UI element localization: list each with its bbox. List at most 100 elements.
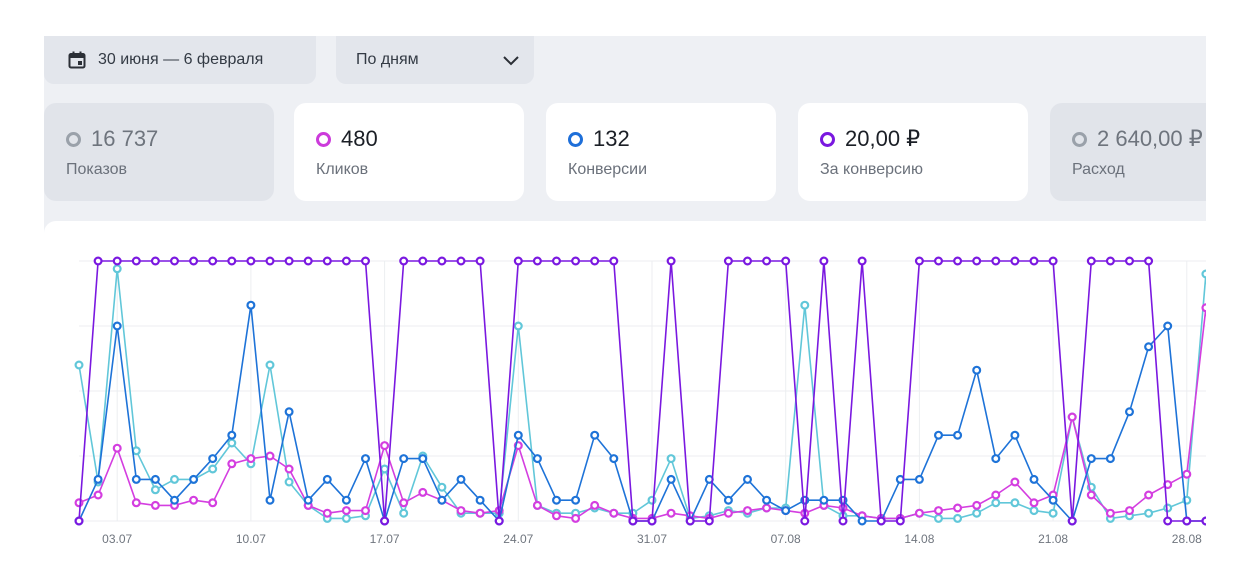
- x-tick-label: 31.07: [637, 532, 667, 546]
- data-point-0-0: [74, 360, 84, 370]
- metric-tile-spend[interactable]: 2 640,00 ₽ Расход: [1050, 103, 1206, 201]
- metric-dot-icon: [66, 131, 81, 147]
- data-point-1-56: [1144, 490, 1154, 500]
- grouping-select[interactable]: По дням: [336, 36, 534, 84]
- data-point-2-45: [933, 430, 943, 440]
- data-point-0-5: [169, 474, 179, 484]
- data-point-3-48: [991, 256, 1001, 266]
- x-tick-label: 14.08: [904, 532, 934, 546]
- data-point-3-33: [704, 516, 714, 526]
- data-point-2-27: [590, 430, 600, 440]
- data-point-2-8: [227, 430, 237, 440]
- data-point-1-27: [590, 500, 600, 510]
- data-point-1-46: [953, 503, 963, 513]
- data-point-1-18: [418, 487, 428, 497]
- data-point-2-7: [208, 454, 218, 464]
- x-tick-label: 17.07: [370, 532, 400, 546]
- data-point-1-58: [1182, 469, 1192, 479]
- data-point-0-49: [1010, 498, 1020, 508]
- data-point-0-46: [953, 513, 963, 523]
- data-point-3-30: [647, 516, 657, 526]
- data-point-3-59: [1201, 516, 1206, 526]
- data-point-1-2: [112, 443, 122, 453]
- x-tick-label: 07.08: [771, 532, 801, 546]
- data-point-3-20: [456, 256, 466, 266]
- data-point-3-57: [1163, 516, 1173, 526]
- x-tick-label: 03.07: [102, 532, 132, 546]
- data-point-3-39: [819, 256, 829, 266]
- data-point-3-40: [838, 516, 848, 526]
- data-point-3-25: [552, 256, 562, 266]
- data-point-2-41: [857, 516, 867, 526]
- data-point-3-46: [953, 256, 963, 266]
- data-point-3-56: [1144, 256, 1154, 266]
- data-point-2-34: [723, 495, 733, 505]
- data-point-2-3: [131, 474, 141, 484]
- data-point-3-2: [112, 256, 122, 266]
- metric-tile-conversions[interactable]: 132 Конверсии: [546, 103, 776, 201]
- date-range-label: 30 июня — 6 февраля: [98, 51, 264, 68]
- data-point-1-10: [265, 451, 275, 461]
- x-tick-label: 21.08: [1038, 532, 1068, 546]
- data-point-2-10: [265, 495, 275, 505]
- data-point-0-45: [933, 513, 943, 523]
- data-point-0-4: [150, 485, 160, 495]
- data-point-3-37: [781, 256, 791, 266]
- data-point-3-1: [93, 256, 103, 266]
- grouping-label: По дням: [356, 51, 419, 68]
- data-point-3-26: [571, 256, 581, 266]
- data-point-3-50: [1029, 256, 1039, 266]
- metric-tile-impressions[interactable]: 16 737 Показов: [44, 103, 274, 201]
- line-chart: 03.07 10.07 17.07 24.07 31.07 07.08 14.08 21.08…: [74, 256, 1206, 546]
- data-point-3-58: [1182, 516, 1192, 526]
- metric-value: 132: [593, 126, 630, 151]
- data-point-3-24: [532, 256, 542, 266]
- data-point-3-6: [189, 256, 199, 266]
- data-point-2-21: [475, 495, 485, 505]
- data-point-0-7: [208, 464, 218, 474]
- chart-card: 03.07 10.07 17.07 24.07 31.07 07.08 14.08 21.08…: [44, 221, 1206, 572]
- data-point-1-50: [1029, 498, 1039, 508]
- data-point-3-38: [800, 516, 810, 526]
- data-point-3-5: [169, 256, 179, 266]
- data-point-1-47: [972, 500, 982, 510]
- data-point-1-52: [1067, 412, 1077, 422]
- chevron-down-icon: [502, 54, 520, 66]
- data-point-2-44: [914, 474, 924, 484]
- data-point-1-36: [762, 503, 772, 513]
- data-point-3-27: [590, 256, 600, 266]
- metric-tile-clicks[interactable]: 480 Кликов: [294, 103, 524, 201]
- data-point-3-23: [513, 256, 523, 266]
- metric-tile-cost-per-conversion[interactable]: 20,00 ₽ За конверсию: [798, 103, 1028, 201]
- data-point-3-41: [857, 256, 867, 266]
- series-line-2: [78, 304, 1206, 522]
- data-point-3-13: [322, 256, 332, 266]
- data-point-3-9: [246, 256, 256, 266]
- data-point-1-55: [1124, 506, 1134, 516]
- data-point-1-28: [609, 508, 619, 518]
- data-point-3-28: [609, 256, 619, 266]
- calendar-icon: [68, 51, 86, 69]
- data-point-1-15: [361, 506, 371, 516]
- data-point-3-42: [876, 516, 886, 526]
- data-point-0-8: [227, 438, 237, 448]
- data-point-3-10: [265, 256, 275, 266]
- data-point-2-15: [361, 454, 371, 464]
- data-point-2-17: [399, 454, 409, 464]
- data-point-2-6: [189, 474, 199, 484]
- data-point-1-11: [284, 464, 294, 474]
- data-point-1-49: [1010, 477, 1020, 487]
- data-point-2-49: [1010, 430, 1020, 440]
- metric-label: Кликов: [316, 161, 369, 178]
- data-point-3-34: [723, 256, 733, 266]
- metric-dot-icon: [1072, 131, 1087, 147]
- data-point-2-12: [303, 495, 313, 505]
- data-point-1-16: [380, 441, 390, 451]
- data-point-2-48: [991, 454, 1001, 464]
- data-point-2-36: [762, 495, 772, 505]
- data-point-1-53: [1086, 490, 1096, 500]
- date-range-button[interactable]: 30 июня — 6 февраля: [44, 36, 316, 84]
- data-point-0-14: [341, 513, 351, 523]
- data-point-3-14: [341, 256, 351, 266]
- data-point-3-45: [933, 256, 943, 266]
